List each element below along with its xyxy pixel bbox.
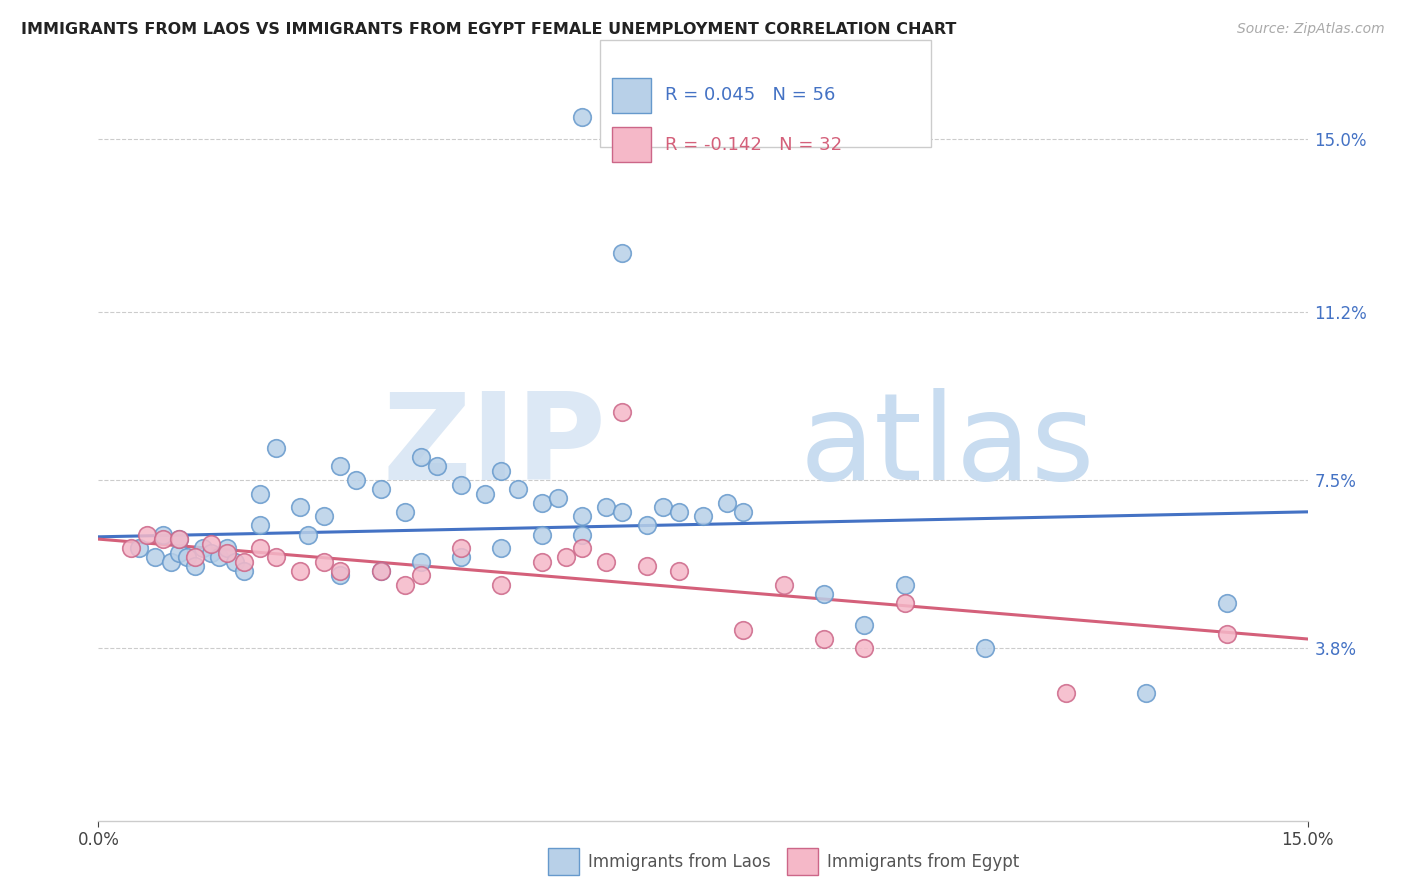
Point [1216, 627, 1239, 641]
Point [595, 500, 617, 515]
Point [160, 555, 183, 569]
Point [612, 405, 634, 419]
Point [394, 577, 416, 591]
Point [426, 459, 449, 474]
Point [370, 564, 392, 578]
Point [636, 559, 658, 574]
Point [409, 568, 432, 582]
Point [530, 527, 553, 541]
Point [200, 536, 222, 550]
Point [1216, 596, 1239, 610]
Point [184, 559, 207, 574]
Point [249, 541, 271, 556]
Point [135, 527, 157, 541]
Point [394, 505, 416, 519]
Point [893, 577, 915, 591]
Point [474, 486, 496, 500]
Point [232, 555, 254, 569]
Point [232, 564, 254, 578]
Point [450, 477, 472, 491]
Point [651, 500, 673, 515]
Point [329, 568, 352, 582]
Point [1135, 686, 1157, 700]
Point [167, 532, 190, 546]
Point [152, 527, 174, 541]
Point [128, 541, 150, 556]
Point [571, 110, 593, 124]
Point [571, 509, 593, 524]
Point [612, 246, 634, 260]
Point [506, 482, 529, 496]
Point [224, 555, 246, 569]
Point [409, 450, 432, 465]
Point [491, 464, 513, 478]
Point [547, 491, 569, 506]
Point [974, 641, 997, 656]
Point [200, 546, 222, 560]
Point [813, 586, 835, 600]
Point [176, 550, 198, 565]
Point [555, 550, 578, 565]
Text: atlas: atlas [800, 387, 1095, 505]
Point [813, 632, 835, 646]
Point [329, 459, 352, 474]
Point [314, 509, 336, 524]
Point [530, 496, 553, 510]
Text: Immigrants from Egypt: Immigrants from Egypt [827, 853, 1019, 871]
Point [893, 596, 915, 610]
Text: ZIP: ZIP [382, 387, 606, 505]
Point [143, 550, 166, 565]
Point [772, 577, 794, 591]
Text: IMMIGRANTS FROM LAOS VS IMMIGRANTS FROM EGYPT FEMALE UNEMPLOYMENT CORRELATION CH: IMMIGRANTS FROM LAOS VS IMMIGRANTS FROM … [21, 22, 956, 37]
Point [217, 541, 239, 556]
Point [167, 532, 190, 546]
Text: R = -0.142   N = 32: R = -0.142 N = 32 [665, 136, 842, 153]
Point [184, 550, 207, 565]
Point [193, 541, 215, 556]
Point [571, 541, 593, 556]
Point [491, 541, 513, 556]
Point [249, 486, 271, 500]
Point [288, 500, 311, 515]
Point [120, 541, 142, 556]
Point [329, 564, 352, 578]
Point [853, 641, 876, 656]
Point [692, 509, 714, 524]
Point [530, 555, 553, 569]
Point [450, 550, 472, 565]
Point [716, 496, 738, 510]
Point [636, 518, 658, 533]
Text: R = 0.045   N = 56: R = 0.045 N = 56 [665, 87, 835, 104]
Point [668, 564, 690, 578]
Point [450, 541, 472, 556]
Text: Source: ZipAtlas.com: Source: ZipAtlas.com [1237, 22, 1385, 37]
Point [571, 527, 593, 541]
Point [217, 546, 239, 560]
Point [409, 555, 432, 569]
Point [344, 473, 367, 487]
Point [288, 564, 311, 578]
Point [668, 505, 690, 519]
Point [264, 550, 287, 565]
Point [595, 555, 617, 569]
Point [370, 564, 392, 578]
Point [249, 518, 271, 533]
Point [314, 555, 336, 569]
Point [853, 618, 876, 632]
Point [733, 505, 755, 519]
Point [733, 623, 755, 637]
Point [208, 550, 231, 565]
Point [370, 482, 392, 496]
Point [152, 532, 174, 546]
Point [264, 442, 287, 456]
Point [491, 577, 513, 591]
Point [1054, 686, 1077, 700]
Text: Immigrants from Laos: Immigrants from Laos [588, 853, 770, 871]
Point [167, 546, 190, 560]
Point [612, 505, 634, 519]
Point [297, 527, 319, 541]
